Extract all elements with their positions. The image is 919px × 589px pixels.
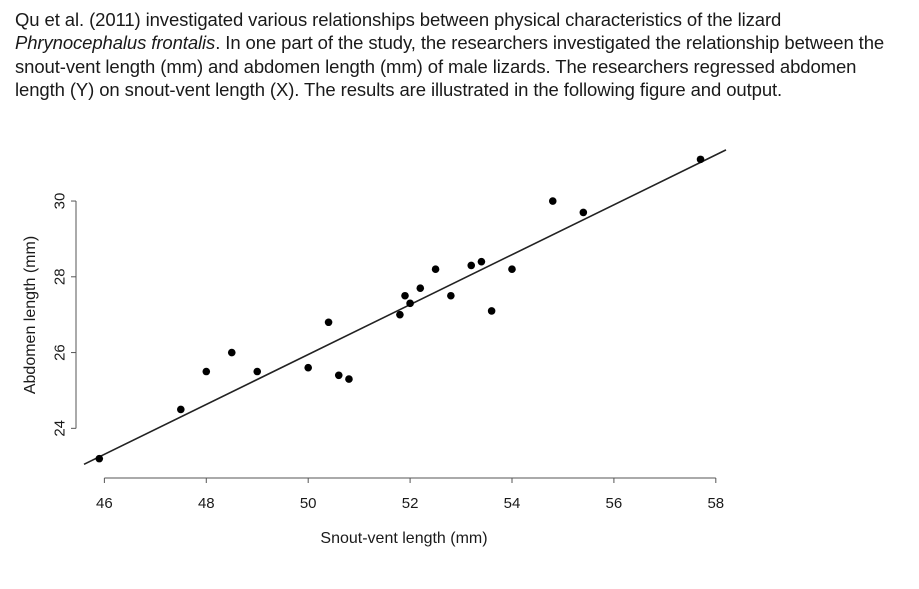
data-point (324, 318, 333, 327)
data-point (696, 155, 705, 164)
data-point (467, 261, 476, 270)
regression-line-group (83, 149, 727, 466)
data-point (396, 310, 404, 319)
data-point (477, 257, 486, 266)
y-tick-label: 26 (52, 344, 69, 361)
data-point (579, 208, 588, 217)
data-point (334, 371, 343, 380)
x-tick-label: 50 (300, 495, 317, 512)
x-tick-label: 54 (504, 495, 521, 512)
x-tick-label: 56 (606, 495, 623, 512)
data-point (95, 454, 104, 463)
data-point (304, 363, 312, 372)
y-tick-label: 24 (52, 420, 69, 437)
data-point (177, 405, 185, 414)
y-tick-label: 30 (52, 193, 69, 210)
data-point (253, 367, 262, 376)
x-axis-label: Snout-vent length (mm) (320, 530, 487, 547)
data-point (345, 375, 353, 383)
species-name: Phrynocephalus frontalis (15, 32, 216, 54)
problem-text-part1: Qu et al. (2011) investigated various re… (15, 9, 782, 30)
data-point (548, 197, 557, 205)
data-point (406, 299, 414, 308)
axes: 46 48 50 52 54 56 58 24 26 28 30 (52, 193, 725, 512)
x-tick-label: 46 (96, 495, 113, 512)
data-point (487, 307, 496, 315)
regression-line (83, 149, 727, 466)
data-point (508, 265, 516, 274)
y-tick-label: 28 (52, 268, 69, 285)
data-point (416, 284, 425, 292)
problem-statement: Qu et al. (2011) investigated various re… (15, 8, 905, 101)
data-point (202, 367, 211, 376)
x-tick-label: 52 (402, 495, 419, 512)
data-point (227, 348, 236, 357)
x-tick-label: 48 (198, 495, 215, 512)
data-point (431, 265, 440, 274)
data-point (401, 291, 409, 300)
y-axis-label: Abdomen length (mm) (22, 236, 39, 394)
x-tick-label: 58 (707, 495, 724, 512)
data-point (447, 291, 455, 300)
data-points (95, 155, 705, 463)
problem-text-part2: . In one part of the study, the research… (15, 32, 885, 100)
